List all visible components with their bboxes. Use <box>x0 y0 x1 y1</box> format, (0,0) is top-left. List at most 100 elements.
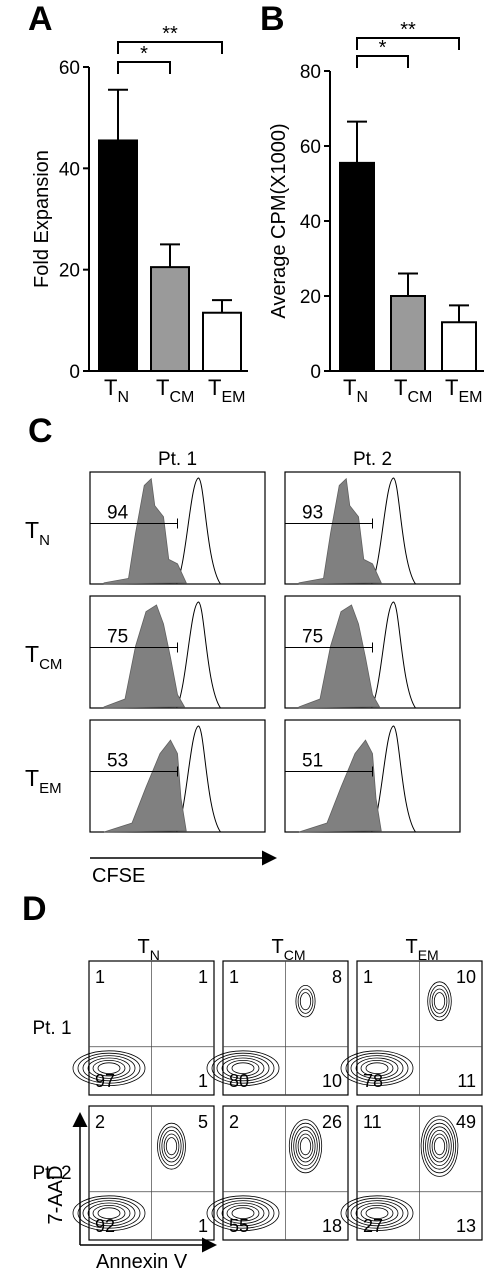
significance-bracket <box>117 41 223 54</box>
significance-bracket <box>356 55 409 68</box>
quadrant-upper-right: 8 <box>332 967 342 987</box>
quadrant-lower-right: 1 <box>198 1071 208 1091</box>
contour-ring <box>429 1129 450 1163</box>
undivided-peak <box>176 725 221 833</box>
contour-ring <box>350 1055 404 1082</box>
quadrant-lower-left: 80 <box>229 1071 249 1091</box>
divided-population <box>298 604 381 709</box>
contour-ring <box>211 1052 275 1084</box>
y-tick-label: 20 <box>300 287 321 308</box>
annexin-axis-label: Annexin V <box>96 1251 188 1273</box>
y-tick-label: 80 <box>300 62 321 83</box>
divided-population <box>103 739 187 833</box>
column-header-cell-type-main: T <box>272 936 284 958</box>
panel-letter-b: B <box>260 0 285 38</box>
undivided-peak <box>371 601 416 709</box>
category-label-main: T <box>156 375 169 400</box>
contour-ring <box>226 1204 260 1222</box>
quadrant-lower-right: 18 <box>322 1216 342 1236</box>
bar <box>390 295 426 372</box>
undivided-peak <box>371 725 416 833</box>
panel-letter-c: C <box>28 412 53 450</box>
percent-divided: 75 <box>107 627 128 648</box>
contour-ring <box>427 981 452 1021</box>
contour-ring <box>231 1062 255 1074</box>
contour-ring <box>87 1057 131 1079</box>
column-header-cell-type-main: T <box>406 936 418 958</box>
aad-axis-label: 7-AAD <box>45 1166 67 1225</box>
contour-ring <box>226 1059 260 1077</box>
category-label-main: T <box>394 375 407 400</box>
contour-ring <box>433 992 446 1011</box>
divided-population <box>298 739 382 833</box>
quadrant-lower-left: 78 <box>363 1071 383 1091</box>
category-label: TCM <box>156 375 194 406</box>
quadrant-upper-left: 2 <box>95 1112 105 1132</box>
percent-divided: 53 <box>107 751 128 772</box>
column-header-cell-type-main: T <box>138 936 150 958</box>
bar <box>98 139 138 372</box>
percent-divided: 51 <box>302 751 323 772</box>
y-tick-label: 40 <box>300 212 321 233</box>
contour-ring <box>429 985 450 1018</box>
quadrant-lower-left: 55 <box>229 1216 249 1236</box>
contour-ring <box>157 1122 186 1170</box>
bar <box>339 161 375 372</box>
quadrant-upper-right: 26 <box>322 1112 342 1132</box>
category-label: TCM <box>394 375 432 406</box>
contour-ring <box>295 1129 316 1163</box>
contour-ring <box>340 1050 414 1086</box>
percent-divided: 75 <box>302 627 323 648</box>
bar <box>441 321 477 372</box>
category-label: TEM <box>208 375 245 406</box>
row-label-cell-type-sub: N <box>39 532 50 549</box>
category-label-main: T <box>104 375 117 400</box>
contour-ring <box>161 1129 182 1163</box>
contour-ring <box>216 1055 270 1082</box>
significance-star: ** <box>162 23 178 45</box>
quadrant-upper-right: 1 <box>198 967 208 987</box>
column-header-cell-type-sub: EM <box>418 947 439 963</box>
contour-ring <box>163 1133 180 1159</box>
quadrant-upper-left: 1 <box>229 967 239 987</box>
contour-ring <box>211 1197 275 1229</box>
contour-ring <box>355 1057 399 1079</box>
category-label: TN <box>104 375 129 406</box>
undivided-peak <box>371 477 416 585</box>
y-tick-label: 0 <box>310 362 321 383</box>
row-label-cell-type-main: T <box>25 765 39 791</box>
contour-ring <box>165 1137 178 1156</box>
divided-population <box>103 604 186 709</box>
quadrant-upper-right: 49 <box>456 1112 476 1132</box>
quadrant-upper-right: 10 <box>456 967 476 987</box>
contour-ring <box>360 1059 394 1077</box>
contour-ring <box>87 1202 131 1224</box>
category-label-sub: N <box>117 389 129 406</box>
significance-star: ** <box>400 19 416 41</box>
quadrant-lower-right: 10 <box>322 1071 342 1091</box>
contour-ring <box>97 1062 121 1074</box>
row-label-cell-type-sub: EM <box>39 780 62 797</box>
y-tick-label: 20 <box>59 261 80 282</box>
contour-ring <box>295 985 316 1018</box>
category-label-main: T <box>445 375 458 400</box>
contour-ring <box>355 1202 399 1224</box>
category-label-sub: N <box>356 389 368 406</box>
panel-letter-a: A <box>28 0 53 38</box>
quadrant-lower-left: 97 <box>95 1071 115 1091</box>
quadrant-lower-right: 11 <box>457 1071 476 1091</box>
quadrant-upper-left: 1 <box>363 967 373 987</box>
column-header-cell-type: TEM <box>406 936 439 963</box>
category-label-sub: EM <box>221 389 245 406</box>
significance-bracket <box>356 37 460 50</box>
contour-ring <box>340 1195 414 1231</box>
y-tick-label: 60 <box>59 58 80 79</box>
row-label-cell-type-main: T <box>25 641 39 667</box>
contour-ring <box>216 1200 270 1227</box>
y-tick-label: 0 <box>69 362 80 383</box>
contour-ring <box>221 1202 265 1224</box>
contour-ring <box>92 1204 126 1222</box>
histogram-frame <box>284 595 461 709</box>
